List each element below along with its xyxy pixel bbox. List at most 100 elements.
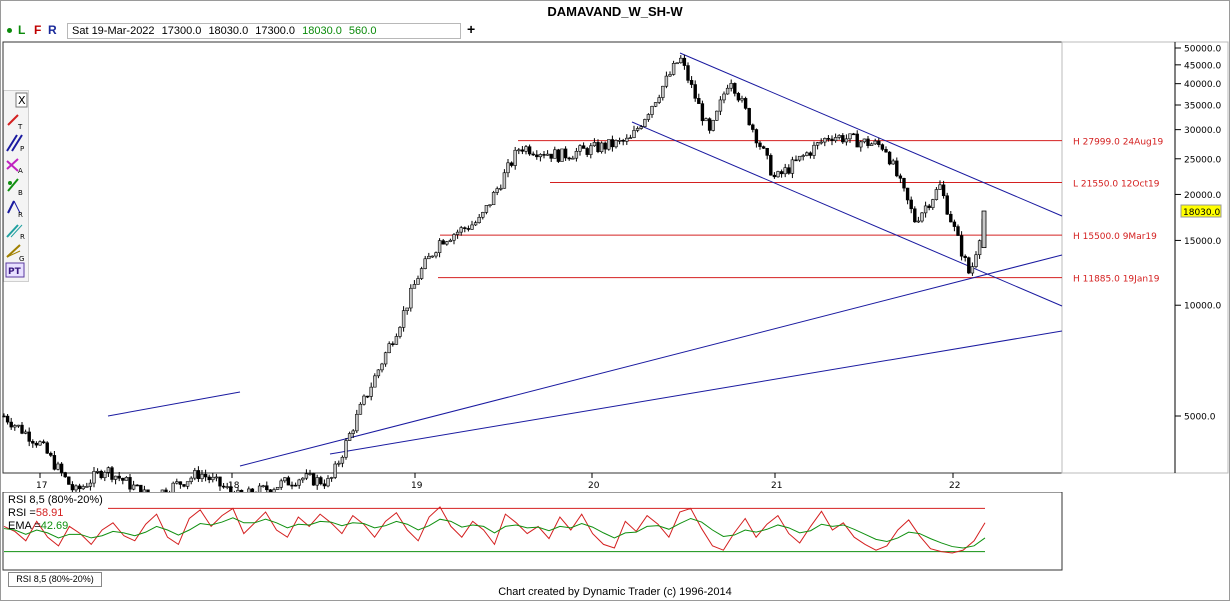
pt-tool-icon[interactable]: PT [5,262,25,278]
band-tool-icon[interactable]: B [7,178,23,197]
candle-body [135,484,139,487]
retracement-tool-icon[interactable]: R [6,224,25,241]
candle-body [77,485,82,490]
candle-body [484,205,489,213]
candle-body [437,240,442,253]
candle-body [387,343,391,354]
candle-body [463,227,467,229]
candle-body [128,477,132,490]
candle-body [337,462,341,465]
parallel-tool-icon[interactable]: P [6,134,24,153]
candle-body [520,149,525,152]
bar-close: 18030.0 [302,25,342,37]
candle-body [308,473,312,475]
candle-body [679,57,683,64]
line-toggle-button[interactable]: L [18,23,26,37]
candle-body [707,118,712,131]
candle-body [592,142,597,147]
ray-tool-icon[interactable]: R [7,200,23,219]
ema-value-row: EMA =42.69 [8,520,68,532]
candle-body [383,352,388,365]
candle-body [902,178,906,189]
candle-body [671,63,676,75]
candle-body [319,477,323,485]
candle-body [434,252,438,257]
candle-body [113,475,118,480]
candle-body [481,212,485,218]
candle-body [495,188,499,193]
candle-body [178,481,183,485]
rsi-tab[interactable]: RSI 8,5 (80%-20%) [8,572,102,587]
candle-body [959,235,964,257]
candle-body [473,222,478,226]
candle-body [265,485,269,491]
candle-body [211,476,215,481]
candle-body [329,477,334,479]
candle-body [301,477,305,481]
candle-body [117,475,121,479]
candle-body [689,80,694,85]
candle-body [311,473,316,486]
candle-body [49,452,53,456]
candle-body [527,146,532,155]
candle-body [423,258,427,269]
candle-body [833,137,838,141]
candle-body [952,221,957,227]
candle-body [578,145,582,152]
bar-high: 18030.0 [208,25,249,37]
candle-body [826,138,831,140]
candle-body [574,150,579,159]
candle-body [841,135,845,143]
candle-body [977,240,982,256]
candle-body [34,442,39,446]
candle-body [862,138,867,143]
svg-text:R: R [18,211,23,219]
candle-body [196,470,201,480]
candle-body [675,62,679,65]
candle-body [236,489,240,492]
candle-body [538,154,543,158]
last-candle [981,210,987,249]
candle-body [218,476,222,487]
candle-body [286,477,291,486]
candle-body [452,234,456,241]
candle-body [121,477,125,481]
candle-body [711,120,715,131]
trendline-tool-icon[interactable]: T [7,114,23,131]
close-tool-icon[interactable]: X [15,92,28,108]
rsi-panel[interactable] [0,492,1230,572]
candle-body [715,110,719,121]
price-chart[interactable]: 50000.0 45000.0 40000.0 35000.0 30000.0 25000… [0,40,1230,492]
rsi-line [3,506,986,554]
candle-body [88,482,93,487]
candle-body [765,148,769,156]
candle-body [790,159,795,174]
candle-body [146,489,150,492]
candle-body [297,479,301,486]
y-tick-label: 5000.0 [1184,413,1216,423]
range-toggle-button[interactable]: R [48,23,57,37]
candle-body [207,476,211,481]
candle-body [603,142,607,150]
filter-toggle-button[interactable]: F [34,23,42,37]
candle-body [812,144,816,156]
andrews-tool-icon[interactable]: A [6,158,23,175]
svg-text:P: P [20,145,24,153]
gann-tool-icon[interactable]: G [6,244,24,263]
candle-body [524,146,528,152]
candle-body [445,241,449,245]
svg-text:G: G [19,255,24,263]
candle-body [848,133,852,140]
candle-body [38,441,42,446]
candle-body [736,93,741,101]
candle-body [9,421,13,428]
candle-body [938,184,942,190]
add-button[interactable]: + [467,21,476,37]
candle-body [581,145,586,149]
candle-body [531,153,535,156]
candle-body [347,433,352,441]
candle-body [970,266,975,274]
candle-body [272,489,276,492]
candle-body [729,83,733,89]
plot-border [2,41,1063,474]
